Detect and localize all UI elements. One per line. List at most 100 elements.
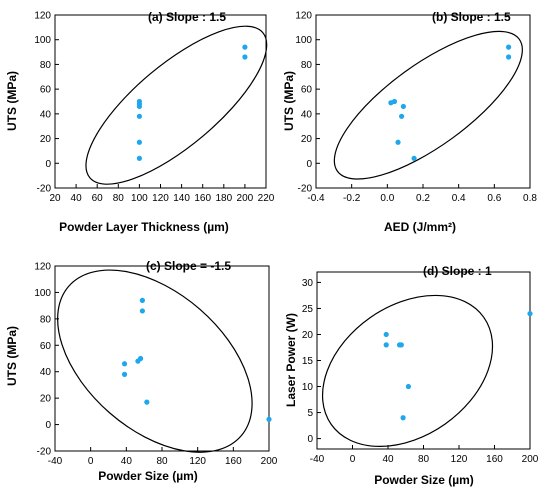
plot-area-a: 20 40 60 80 100 120 140 160 180 200 220 -20 0 20 40 60 8… [34, 11, 275, 205]
panel-d: -40 0 40 80 120 160 200 0 5 10 15 20 25 30 (d) Slope … [284, 264, 539, 487]
data-point [383, 342, 389, 348]
y-tick-label: 20 [302, 330, 314, 341]
data-point [136, 98, 142, 105]
x-tick-label: 80 [418, 454, 430, 465]
y-tick-label: 20 [301, 134, 313, 145]
y-tick-label: 0 [45, 159, 51, 170]
y-tick-label: 10 [302, 382, 314, 393]
y-tick-label: -20 [298, 184, 313, 195]
panel-b: -0.4 -0.2 0.0 0.2 0.4 0.6 0.8 -20 0 20 40 60 80 100 12… [282, 10, 537, 234]
x-tick-label: 200 [522, 454, 539, 465]
cluster-ellipse [85, 25, 268, 185]
y-tick-label: 40 [40, 367, 52, 378]
cluster-ellipse [57, 269, 253, 453]
data-point [139, 297, 145, 303]
y-tick-label: -20 [37, 447, 52, 458]
x-tick-label: 180 [215, 193, 232, 204]
x-tick-label: -0.2 [343, 193, 361, 204]
axes-frame [316, 271, 531, 450]
x-tick-label: 200 [237, 193, 254, 204]
data-point [527, 311, 533, 317]
y-tick-label: 15 [302, 356, 314, 367]
y-tick-label: 20 [40, 134, 52, 145]
data-point [138, 355, 144, 362]
y-tick-label: 80 [40, 60, 52, 71]
y-axis-label-c: UTS (MPa) [5, 326, 19, 386]
chart-title-a: (a) Slope : 1.5 [148, 10, 226, 24]
data-point [136, 139, 142, 145]
x-tick-label: 20 [49, 193, 61, 204]
y-tick-label: 0 [306, 159, 312, 170]
y-tick-label: 0 [307, 434, 313, 445]
data-point [136, 155, 142, 161]
y-axis-label-a: UTS (MPa) [5, 71, 19, 131]
data-point [411, 155, 417, 161]
y-tick-label: 60 [301, 85, 313, 96]
axes-frame [54, 265, 270, 452]
plot-area-b: -0.4 -0.2 0.0 0.2 0.4 0.6 0.8 -20 0 20 40 60 80 100 12… [295, 11, 537, 205]
data-point [242, 44, 248, 50]
data-point [399, 113, 405, 119]
data-point [121, 361, 128, 367]
y-tick-label: 5 [307, 408, 313, 419]
x-tick-label: 100 [131, 193, 148, 204]
x-tick-label: 160 [194, 193, 211, 204]
y-tick-label: 100 [34, 35, 51, 46]
x-tick-label: 160 [225, 456, 242, 467]
x-tick-label: 0.4 [452, 193, 466, 204]
x-tick-label: 120 [451, 454, 468, 465]
plot-area-d: -40 0 40 80 120 160 200 0 5 10 15 20 25 30 [302, 271, 539, 465]
data-point [391, 98, 398, 105]
y-tick-label: 60 [40, 85, 52, 96]
y-axis-label-b: UTS (MPa) [282, 71, 296, 131]
x-tick-label: 120 [152, 193, 169, 204]
cluster-ellipse [333, 30, 523, 180]
x-tick-label: 0.6 [487, 193, 501, 204]
chart-title-b: (b) Slope : 1.5 [432, 10, 511, 24]
x-tick-label: 200 [261, 456, 278, 467]
x-tick-label: 0 [88, 456, 94, 467]
data-point [400, 103, 406, 110]
data-point [400, 415, 406, 421]
y-tick-label: 80 [40, 314, 52, 325]
data-point [506, 44, 512, 50]
data-point [139, 308, 145, 314]
y-tick-label: 80 [301, 60, 313, 71]
y-tick-label: 25 [302, 304, 314, 315]
x-tick-label: 40 [382, 454, 394, 465]
x-tick-label: -40 [310, 454, 325, 465]
y-tick-label: 40 [40, 109, 52, 120]
panel-c: -40 0 40 80 120 160 200 -20 0 20 40 60 80 100 120 (c) … [5, 259, 278, 483]
x-axis-label-a: Powder Layer Thickness (µm) [59, 220, 229, 234]
y-tick-label: 120 [34, 262, 51, 273]
x-tick-label: 120 [189, 456, 206, 467]
cluster-ellipse [321, 294, 494, 447]
x-tick-label: 80 [156, 456, 168, 467]
x-axis-label-b-text: AED (J/mm²) [384, 220, 456, 234]
x-tick-label: 0 [350, 454, 356, 465]
data-point [144, 399, 150, 405]
y-tick-label: 30 [302, 278, 314, 289]
x-tick-label: -0.4 [307, 193, 325, 204]
y-tick-label: 20 [40, 394, 52, 405]
x-tick-label: 40 [71, 193, 83, 204]
y-tick-label: 0 [45, 420, 51, 431]
data-point [136, 113, 142, 119]
x-tick-label: 0.0 [380, 193, 394, 204]
x-tick-label: 220 [258, 193, 275, 204]
panel-a: 20 40 60 80 100 120 140 160 180 200 220 -20 0 20 40 60 8… [5, 10, 275, 234]
x-axis-label-b: AED (J/mm²) [384, 220, 456, 234]
x-axis-label-c: Powder Size (µm) [98, 469, 198, 483]
x-tick-label: 0.8 [523, 193, 537, 204]
x-tick-label: 80 [113, 193, 125, 204]
x-tick-label: 40 [121, 456, 133, 467]
data-point [383, 331, 389, 338]
y-tick-label: 120 [34, 11, 51, 22]
y-tick-label: 100 [295, 35, 312, 46]
data-point [506, 54, 512, 60]
data-point [405, 383, 412, 390]
data-point [121, 371, 128, 377]
y-axis-label-d: Laser Power (W) [284, 313, 298, 407]
plot-area-c: -40 0 40 80 120 160 200 -20 0 20 40 60 80 100 120 [34, 262, 278, 468]
